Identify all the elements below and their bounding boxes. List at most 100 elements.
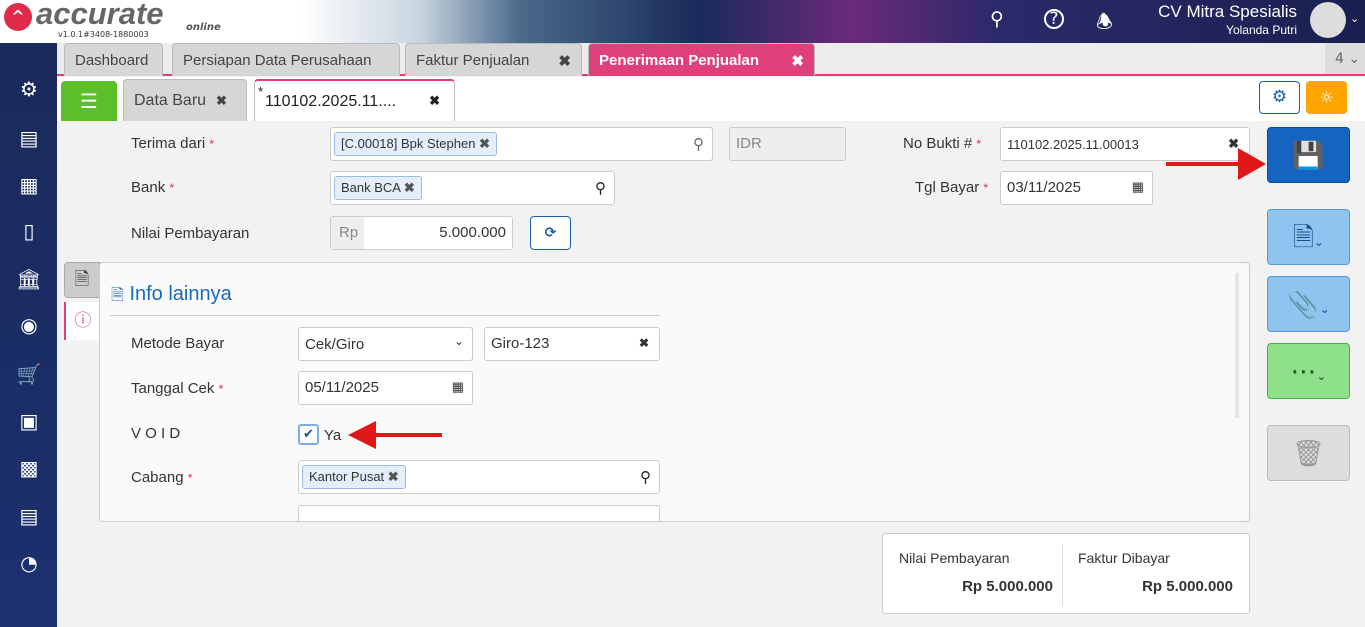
metode-value: Cek/Giro bbox=[305, 336, 365, 353]
clear-icon[interactable]: ✖ bbox=[638, 336, 649, 350]
version-label: v1.0.1#3408-1880003 bbox=[58, 30, 149, 39]
summary-nilai-label: Nilai Pembayaran bbox=[899, 550, 1010, 566]
tab-current-document[interactable]: * 110102.2025.11.... ✖ bbox=[254, 79, 455, 121]
cabang-field[interactable]: Kantor Pusat ✖ ⚲ bbox=[298, 460, 660, 494]
currency-field: IDR bbox=[729, 127, 846, 161]
inventory-icon[interactable]: ▣ bbox=[19, 409, 39, 433]
sub-tab-bar: ☰ Data Baru ✖ * 110102.2025.11.... ✖ ⚙ ☼ bbox=[57, 77, 1365, 121]
tab-penerimaan-penjualan[interactable]: Penerimaan Penjualan ✖ bbox=[588, 43, 815, 76]
terima-dari-field[interactable]: [C.00018] Bpk Stephen ✖ ⚲ bbox=[330, 127, 713, 161]
search-icon[interactable]: ⚲ bbox=[640, 469, 651, 486]
info-panel: 🗎 Info lainnya Metode Bayar Cek/Giro ⌄ Gi… bbox=[99, 262, 1250, 522]
scrollbar[interactable] bbox=[1235, 273, 1239, 418]
search-icon[interactable]: ⚲ bbox=[595, 180, 606, 197]
cabang-chip: Kantor Pusat ✖ bbox=[302, 465, 406, 489]
nilai-pembayaran-field[interactable]: Rp 5.000.000 bbox=[330, 216, 513, 250]
chevron-down-icon: ⌄ bbox=[453, 334, 464, 348]
lightbulb-button[interactable]: ☼ bbox=[1306, 81, 1347, 114]
void-option-label: Ya bbox=[324, 427, 342, 444]
accurate-logo-icon: ^ bbox=[4, 3, 32, 31]
trash-icon: 🗑 bbox=[1291, 439, 1325, 469]
refresh-button[interactable]: ⟳ bbox=[530, 216, 571, 250]
terima-dari-label: Terima dari * bbox=[131, 135, 215, 152]
factory-icon[interactable]: ▩ bbox=[19, 456, 39, 480]
top-header: ^ accurate online v1.0.1#3408-1880003 ⚲ … bbox=[0, 0, 1365, 43]
logo-sub: online bbox=[186, 22, 221, 33]
info-tab-icon[interactable]: ⓘ bbox=[64, 302, 100, 340]
tab-overflow-dropdown[interactable]: 4 ⌄ bbox=[1325, 43, 1365, 74]
calendar-icon[interactable]: ▦ bbox=[451, 379, 464, 394]
annotation-arrow bbox=[376, 433, 442, 437]
annotation-arrow-head bbox=[1238, 148, 1266, 180]
bank-field[interactable]: Bank BCA ✖ ⚲ bbox=[330, 171, 615, 205]
close-icon[interactable]: ✖ bbox=[429, 93, 440, 108]
building-icon[interactable]: ▦ bbox=[19, 173, 39, 197]
paperclip-icon: 📎 bbox=[1287, 290, 1320, 320]
tax-icon[interactable]: ▤ bbox=[19, 504, 39, 528]
cabang-label: Cabang * bbox=[131, 469, 193, 486]
sidebar: ⚙ ▤ ▦ ▯ 🏛 ◉ 🛒 ▣ ▩ ▤ ◔ bbox=[0, 43, 57, 627]
document-tab-icon[interactable]: 🗎 bbox=[64, 262, 100, 298]
tgl-bayar-field[interactable]: 03/11/2025 ▦ bbox=[1000, 171, 1153, 205]
bank-chip: Bank BCA ✖ bbox=[334, 176, 422, 200]
document-icon: 🗎 bbox=[1293, 223, 1314, 253]
tab-label: 110102.2025.11.... bbox=[265, 93, 397, 110]
next-field[interactable] bbox=[298, 505, 660, 521]
no-bukti-value: 110102.2025.11.00013 bbox=[1007, 137, 1139, 152]
cart-icon[interactable]: 🛒 bbox=[16, 362, 42, 386]
user-name: Yolanda Putri bbox=[1226, 23, 1297, 37]
tab-dashboard[interactable]: Dashboard bbox=[64, 43, 163, 76]
bank-label: Bank * bbox=[131, 179, 175, 196]
tab-data-baru[interactable]: Data Baru ✖ bbox=[123, 79, 247, 121]
report-chart-icon[interactable]: ◔ bbox=[20, 551, 38, 575]
help-icon[interactable]: ? bbox=[1044, 9, 1064, 29]
close-icon[interactable]: ✖ bbox=[558, 53, 571, 70]
summary-nilai-value: Rp 5.000.000 bbox=[962, 578, 1053, 595]
giro-number-field[interactable]: Giro-123 ✖ bbox=[484, 327, 660, 361]
list-icon[interactable]: ☰ bbox=[61, 81, 117, 121]
logo-text: accurate bbox=[36, 0, 164, 31]
company-name[interactable]: CV Mitra Spesialis bbox=[1158, 2, 1297, 21]
tab-persiapan-data[interactable]: Persiapan Data Perusahaan bbox=[172, 43, 400, 76]
tgl-bayar-label: Tgl Bayar * bbox=[915, 179, 989, 196]
no-bukti-field[interactable]: 110102.2025.11.00013 ✖ bbox=[1000, 127, 1250, 161]
tgl-bayar-value: 03/11/2025 bbox=[1007, 179, 1081, 196]
search-icon[interactable]: ⚲ bbox=[990, 8, 1004, 30]
cash-register-icon[interactable]: ▤ bbox=[19, 126, 39, 150]
delete-button[interactable]: 🗑 bbox=[1267, 425, 1350, 481]
bell-icon[interactable]: 🕭 bbox=[1096, 11, 1114, 33]
summary-box: Nilai Pembayaran Rp 5.000.000 Faktur Dib… bbox=[882, 533, 1250, 614]
ellipsis-circle-icon: ⋯ bbox=[1290, 357, 1317, 387]
gear-icon[interactable]: ⚙ bbox=[20, 77, 38, 101]
save-button[interactable]: 💾 bbox=[1267, 127, 1350, 183]
annotation-arrow bbox=[1166, 162, 1246, 166]
ledger-icon[interactable]: ▯ bbox=[23, 219, 35, 243]
tanggal-cek-field[interactable]: 05/11/2025 ▦ bbox=[298, 371, 473, 405]
calendar-icon[interactable]: ▦ bbox=[1131, 179, 1144, 194]
metode-bayar-label: Metode Bayar bbox=[131, 335, 225, 352]
document-menu-button[interactable]: 🗎⌄ bbox=[1267, 209, 1350, 265]
modified-marker: * bbox=[258, 84, 264, 99]
metode-bayar-select[interactable]: Cek/Giro ⌄ bbox=[298, 327, 473, 361]
tab-faktur-penjualan[interactable]: Faktur Penjualan ✖ bbox=[405, 43, 582, 76]
close-icon[interactable]: ✖ bbox=[791, 53, 804, 70]
clear-icon[interactable]: ✖ bbox=[1228, 136, 1239, 151]
settings-gear-button[interactable]: ⚙ bbox=[1259, 81, 1300, 114]
tab-label: Penerimaan Penjualan bbox=[599, 52, 760, 69]
chevron-down-icon: ⌄ bbox=[1316, 369, 1327, 383]
chevron-down-icon[interactable]: ⌄ bbox=[1350, 12, 1360, 25]
summary-faktur-label: Faktur Dibayar bbox=[1078, 550, 1170, 566]
attachment-button[interactable]: 📎⌄ bbox=[1267, 276, 1350, 332]
close-icon[interactable]: ✖ bbox=[216, 93, 227, 108]
customer-chip: [C.00018] Bpk Stephen ✖ bbox=[334, 132, 497, 156]
tanggal-cek-value: 05/11/2025 bbox=[305, 379, 379, 396]
giro-value: Giro-123 bbox=[491, 335, 550, 352]
more-options-button[interactable]: ⋯⌄ bbox=[1267, 343, 1350, 399]
money-bag-icon[interactable]: ◉ bbox=[20, 313, 38, 337]
void-checkbox[interactable]: ✔ bbox=[298, 424, 319, 445]
avatar[interactable] bbox=[1310, 2, 1346, 38]
bank-icon[interactable]: 🏛 bbox=[16, 267, 42, 291]
divider bbox=[1062, 544, 1063, 606]
search-icon[interactable]: ⚲ bbox=[693, 136, 704, 153]
tab-label: Faktur Penjualan bbox=[416, 52, 530, 69]
